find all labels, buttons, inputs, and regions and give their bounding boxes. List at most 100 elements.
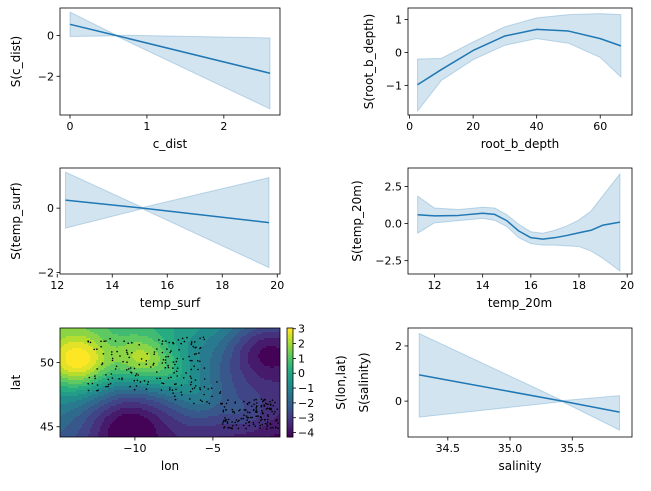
contour-cell — [140, 344, 143, 347]
contour-cell — [194, 348, 197, 351]
contour-cell — [208, 374, 211, 377]
contour-cell — [218, 336, 221, 339]
contour-cell — [158, 400, 161, 403]
contour-cell — [180, 332, 183, 335]
contour-cell — [178, 368, 181, 371]
contour-cell — [138, 380, 141, 383]
contour-cell — [60, 380, 63, 383]
contour-cell — [202, 374, 205, 377]
contour-cell — [106, 384, 109, 387]
contour-cell — [136, 382, 139, 385]
contour-cell — [212, 352, 215, 355]
contour-cell — [72, 362, 75, 365]
contour-cell — [102, 406, 105, 409]
contour-cell — [70, 360, 73, 363]
contour-cell — [216, 414, 219, 417]
contour-cell — [196, 408, 199, 411]
contour-cell — [186, 430, 189, 433]
contour-cell — [166, 340, 169, 343]
contour-cell — [70, 370, 73, 373]
contour-cell — [76, 410, 79, 413]
contour-cell — [194, 394, 197, 397]
contour-cell — [134, 418, 137, 421]
contour-cell — [82, 432, 85, 435]
contour-cell — [232, 418, 235, 421]
contour-cell — [194, 342, 197, 345]
contour-cell — [220, 390, 223, 393]
contour-cell — [126, 392, 129, 395]
contour-cell — [146, 428, 149, 431]
contour-cell — [162, 392, 165, 395]
contour-cell — [176, 372, 179, 375]
contour-cell — [126, 362, 129, 365]
contour-cell — [142, 344, 145, 347]
contour-cell — [110, 422, 113, 425]
contour-cell — [118, 398, 121, 401]
contour-cell — [176, 374, 179, 377]
y-axis-label: S(temp_surf) — [9, 182, 23, 259]
contour-cell — [212, 428, 215, 431]
contour-cell — [94, 374, 97, 377]
contour-cell — [206, 406, 209, 409]
x-tick-label: 40 — [530, 120, 544, 133]
contour-cell — [96, 362, 99, 365]
contour-cell — [214, 360, 217, 363]
contour-cell — [82, 352, 85, 355]
contour-cell — [170, 418, 173, 421]
contour-cell — [168, 358, 171, 361]
contour-cell — [208, 346, 211, 349]
contour-cell — [134, 348, 137, 351]
contour-cell — [192, 412, 195, 415]
contour-cell — [92, 338, 95, 341]
contour-cell — [100, 362, 103, 365]
contour-cell — [106, 354, 109, 357]
contour-cell — [164, 332, 167, 335]
contour-cell — [164, 398, 167, 401]
contour-cell — [180, 360, 183, 363]
contour-cell — [78, 368, 81, 371]
contour-cell — [70, 416, 73, 419]
contour-cell — [206, 340, 209, 343]
contour-cell — [144, 404, 147, 407]
contour-cell — [164, 368, 167, 371]
contour-cell — [224, 358, 227, 361]
contour-cell — [148, 370, 151, 373]
contour-cell — [214, 418, 217, 421]
contour-cell — [132, 386, 135, 389]
contour-cell — [236, 352, 239, 355]
contour-cell — [116, 418, 119, 421]
contour-cell — [224, 332, 227, 335]
contour-cell — [76, 400, 79, 403]
contour-cell — [202, 436, 205, 437]
contour-cell — [230, 418, 233, 421]
contour-cell — [90, 334, 93, 337]
contour-cell — [162, 420, 165, 423]
contour-cell — [146, 426, 149, 429]
contour-cell — [114, 434, 117, 437]
contour-cell — [218, 382, 221, 385]
contour-cell — [216, 408, 219, 411]
contour-cell — [110, 410, 113, 413]
contour-cell — [76, 408, 79, 411]
contour-cell — [172, 370, 175, 373]
contour-cell — [124, 362, 127, 365]
contour-cell — [100, 352, 103, 355]
contour-cell — [186, 360, 189, 363]
contour-cell — [162, 344, 165, 347]
contour-cell — [210, 432, 213, 435]
contour-cell — [174, 400, 177, 403]
contour-cell — [182, 368, 185, 371]
contour-cell — [168, 354, 171, 357]
contour-cell — [124, 436, 127, 437]
smooth-line — [417, 212, 621, 240]
contour-cell — [92, 378, 95, 381]
contour-cell — [220, 428, 223, 431]
contour-cell — [228, 350, 231, 353]
contour-cell — [106, 396, 109, 399]
contour-cell — [166, 404, 169, 407]
contour-cell — [88, 362, 91, 365]
contour-cell — [112, 386, 115, 389]
contour-cell — [96, 416, 99, 419]
contour-cell — [174, 386, 177, 389]
contour-cell — [150, 432, 153, 435]
